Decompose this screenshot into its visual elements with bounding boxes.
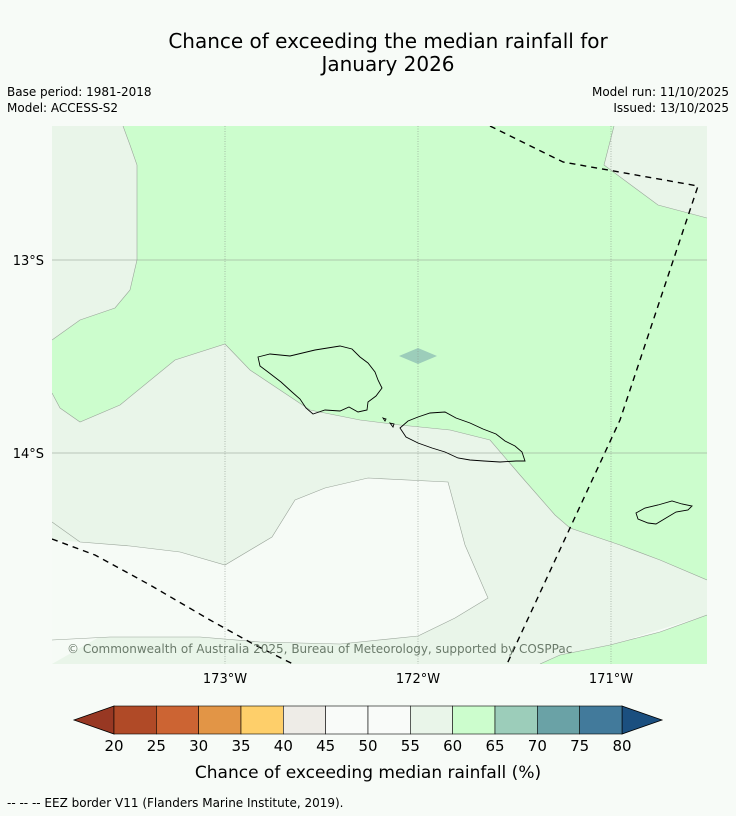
meta-right: Model run: 11/10/2025 Issued: 13/10/2025: [592, 84, 729, 116]
colorbar-segment: [410, 705, 453, 735]
title-line-1: Chance of exceeding the median rainfall …: [168, 29, 608, 53]
colorbar-tick-label: 35: [231, 737, 250, 755]
region-60-65: [52, 126, 707, 580]
colorbar-tick-label: 65: [485, 737, 504, 755]
colorbar-segment: [240, 705, 284, 735]
colorbar-segment: [325, 705, 369, 735]
colorbar-tick-label: 45: [316, 737, 335, 755]
base-period: Base period: 1981-2018: [7, 85, 152, 99]
colorbar-tick-label: 75: [570, 737, 589, 755]
colorbar-tick-label: 30: [189, 737, 208, 755]
lon-label-173w: 173°W: [203, 672, 247, 687]
colorbar-segment: [494, 705, 538, 735]
colorbar-segment: [452, 705, 496, 735]
colorbar-tick-label: 70: [528, 737, 547, 755]
lon-label-171w: 171°W: [589, 672, 633, 687]
colorbar-tick-label: 20: [104, 737, 123, 755]
region-60-65-south: [540, 615, 707, 664]
colorbar-segment: [156, 705, 199, 735]
gridlines: [52, 126, 707, 664]
island-savaii: [257, 345, 383, 415]
copyright-text: © Commonwealth of Australia 2025, Bureau…: [67, 642, 572, 656]
colorbar-segment: [283, 705, 326, 735]
colorbar-tick-label: 80: [612, 737, 631, 755]
colorbar-tick-label: 60: [443, 737, 462, 755]
lon-label-172w: 172°W: [396, 672, 440, 687]
colorbar-segment: [198, 705, 242, 735]
colorbar-tick-label: 55: [401, 737, 420, 755]
lat-label-14s: 14°S: [13, 447, 44, 462]
lat-label-13s: 13°S: [13, 254, 44, 269]
colorbar-segment: [367, 705, 411, 735]
island-tutuila: [635, 500, 693, 525]
colorbar: 20 25 30 35 40 45 50 55 60 65 70 75 80: [72, 705, 664, 755]
issued-date: Issued: 13/10/2025: [613, 101, 729, 115]
eez-border: [52, 126, 699, 664]
model-run: Model run: 11/10/2025: [591, 85, 729, 99]
colorbar-tick-label: 40: [274, 737, 293, 755]
colorbar-tick-label: 50: [358, 737, 377, 755]
colorbar-label: Chance of exceeding median rainfall (%): [195, 763, 541, 783]
map-panel: [52, 126, 707, 664]
colorbar-under-arrow: [72, 705, 115, 735]
colorbar-segment: [537, 705, 580, 735]
islet-a: [381, 417, 387, 422]
colorbar-segment: [113, 705, 157, 735]
islet-b: [388, 422, 395, 428]
colorbar-tick-label: 25: [147, 737, 166, 755]
region-50-55-b: [52, 478, 488, 644]
meta-left: Base period: 1981-2018 Model: ACCESS-S2: [7, 84, 152, 116]
title-line-2: January 2026: [321, 52, 455, 76]
coastlines: [257, 345, 693, 525]
eez-legend-note: -- -- -- EEZ border V11 (Flanders Marine…: [7, 796, 344, 810]
island-upolu: [399, 411, 526, 463]
chart-title: Chance of exceeding the median rainfall …: [0, 30, 736, 76]
model-name: Model: ACCESS-S2: [7, 101, 119, 115]
colorbar-segment: [579, 705, 623, 735]
colorbar-over-arrow: [621, 705, 664, 735]
